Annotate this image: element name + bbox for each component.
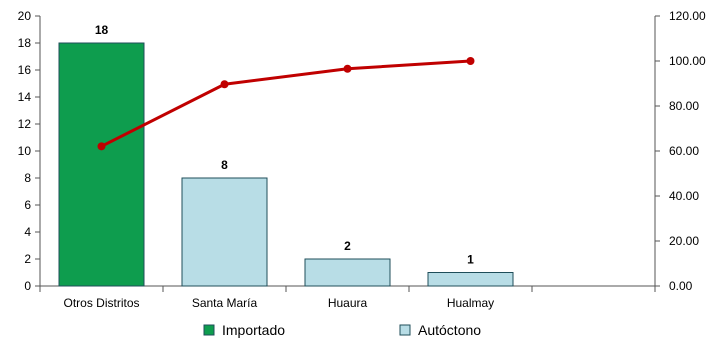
legend-label: Autóctono	[418, 322, 481, 338]
y-left-tick-label: 8	[24, 171, 31, 185]
bar-data-label: 2	[344, 239, 351, 253]
y-left-tick-label: 12	[18, 117, 32, 131]
bar-data-label: 1	[467, 253, 474, 267]
bar-importado	[58, 42, 145, 287]
x-category-label: Otros Distritos	[63, 296, 139, 310]
y-right-tick-label: 60.00	[669, 144, 699, 158]
y-left-tick-label: 6	[24, 198, 31, 212]
y-left-tick-label: 4	[24, 225, 31, 239]
y-left-tick-label: 14	[18, 90, 32, 104]
cumulative-point	[220, 80, 229, 89]
cumulative-line	[100, 59, 471, 148]
y-left-tick-label: 18	[18, 36, 32, 50]
x-category-label: Huaura	[328, 296, 368, 310]
y-right-tick-label: 80.00	[669, 99, 699, 113]
y-left-tick-label: 0	[24, 279, 31, 293]
y-right-tick-label: 20.00	[669, 234, 699, 248]
bar-autctono	[304, 258, 391, 287]
cumulative-point	[97, 142, 106, 151]
bar-data-label: 8	[221, 158, 228, 172]
bar-autctono	[181, 177, 268, 287]
y-left-tick-label: 20	[18, 9, 32, 23]
legend-swatch	[399, 324, 411, 336]
legend-swatch	[203, 324, 215, 336]
cumulative-point	[466, 57, 475, 65]
y-left-tick-label: 2	[24, 252, 31, 266]
bar-autctono	[427, 272, 514, 287]
legend-label: Importado	[222, 322, 285, 338]
y-right-tick-label: 120.00	[669, 9, 706, 23]
bar-data-label: 18	[95, 23, 109, 37]
y-right-tick-label: 0.00	[669, 279, 693, 293]
y-right-tick-label: 40.00	[669, 189, 699, 203]
y-left-tick-label: 16	[18, 63, 32, 77]
x-category-label: Santa María	[192, 296, 258, 310]
y-left-tick-label: 10	[18, 144, 32, 158]
x-category-label: Hualmay	[447, 296, 494, 310]
cumulative-point	[343, 64, 352, 73]
y-right-tick-label: 100.00	[669, 54, 706, 68]
